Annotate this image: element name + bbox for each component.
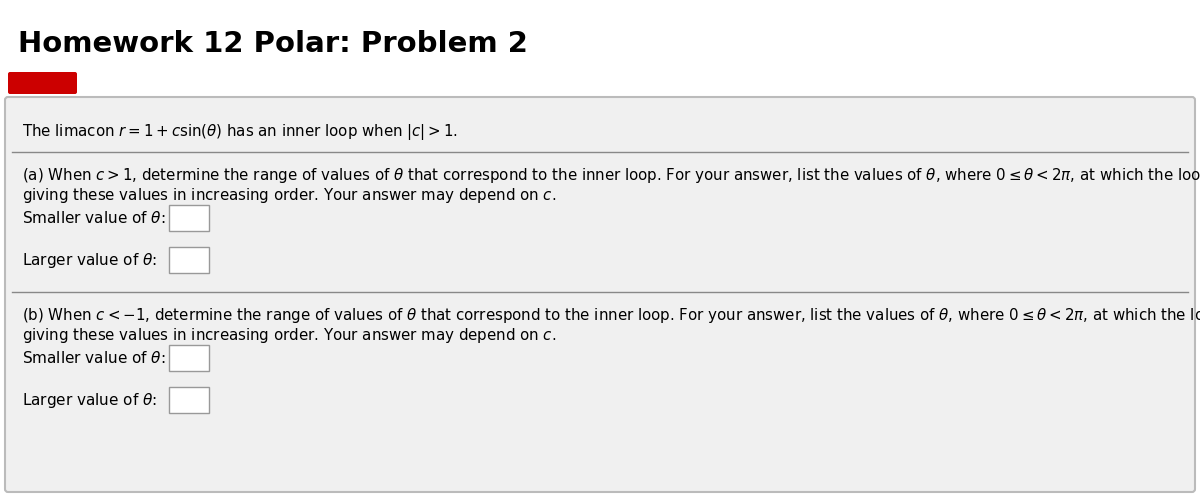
FancyBboxPatch shape [169, 387, 209, 413]
Text: Homework 12 Polar: Problem 2: Homework 12 Polar: Problem 2 [18, 30, 528, 58]
FancyBboxPatch shape [169, 345, 209, 371]
Text: The limacon $r = 1 + c\sin(\theta)$ has an inner loop when $|c| > 1$.: The limacon $r = 1 + c\sin(\theta)$ has … [22, 122, 458, 142]
Text: giving these values in increasing order. Your answer may depend on $c$.: giving these values in increasing order.… [22, 326, 557, 345]
Text: Smaller value of $\theta$:: Smaller value of $\theta$: [22, 350, 166, 366]
Text: Smaller value of $\theta$:: Smaller value of $\theta$: [22, 210, 166, 226]
Text: (a) When $c > 1$, determine the range of values of $\theta$ that correspond to t: (a) When $c > 1$, determine the range of… [22, 166, 1200, 185]
FancyBboxPatch shape [169, 247, 209, 273]
FancyBboxPatch shape [169, 205, 209, 231]
FancyBboxPatch shape [5, 97, 1195, 492]
Text: Larger value of $\theta$:: Larger value of $\theta$: [22, 391, 157, 410]
FancyBboxPatch shape [8, 72, 77, 94]
Text: (b) When $c < -1$, determine the range of values of $\theta$ that correspond to : (b) When $c < -1$, determine the range o… [22, 306, 1200, 325]
Text: giving these values in increasing order. Your answer may depend on $c$.: giving these values in increasing order.… [22, 186, 557, 205]
Text: Larger value of $\theta$:: Larger value of $\theta$: [22, 250, 157, 269]
